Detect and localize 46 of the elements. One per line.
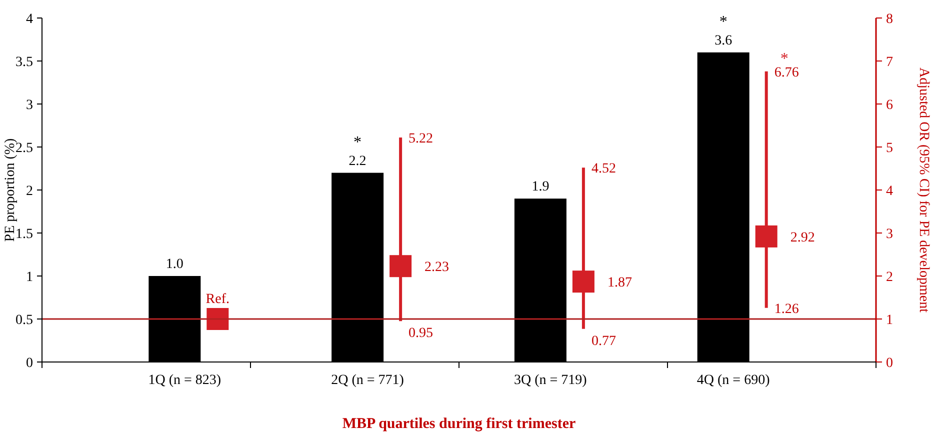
y-tick-label: 0: [26, 356, 33, 371]
annotation: 4.52: [591, 162, 616, 177]
y2-tick-label: 7: [886, 55, 893, 70]
data-label: 1.0: [166, 257, 184, 272]
y-tick-label: 3: [26, 98, 33, 113]
point: [390, 255, 412, 278]
point: [206, 308, 229, 330]
data-label: 2.23: [424, 260, 450, 276]
x-axis-title: MBP quartiles during first trimester: [342, 416, 576, 432]
x-tick-label: 1Q (n = 823): [148, 373, 222, 388]
annotation: 0.77: [591, 334, 616, 349]
annotation: *: [354, 134, 362, 151]
x-tick-label: 4Q (n = 690): [696, 373, 770, 388]
y-tick-label: 1: [26, 270, 33, 285]
y-tick-label: 3.5: [16, 55, 33, 70]
y2-tick-label: 3: [886, 227, 893, 242]
annotation: 1.26: [774, 302, 799, 317]
y2-tick-label: 1: [886, 313, 893, 328]
data-label: Ref.: [206, 292, 230, 307]
y2-tick-label: 8: [886, 12, 893, 27]
annotation: 0.95: [408, 326, 434, 342]
data-label: 1.9: [532, 180, 550, 195]
data-label: 3.6: [714, 33, 732, 48]
y-tick-label: 2: [26, 184, 33, 199]
y-axis-title: PE proportion (%): [3, 138, 18, 242]
x-tick-label: 2Q (n = 771): [331, 373, 404, 388]
x-tick-label: 3Q (n = 719): [514, 373, 588, 388]
point: [755, 225, 778, 248]
y2-tick-label: 0: [886, 356, 893, 371]
y-tick-label: 1.5: [16, 227, 33, 242]
annotation: 6.76: [774, 65, 799, 80]
y-tick-label: 2.5: [16, 141, 33, 156]
data-label: 1.87: [607, 276, 632, 291]
y-tick-label: 4: [26, 12, 33, 27]
y2-tick-label: 4: [886, 184, 893, 199]
point: [572, 270, 594, 293]
y2-axis-title: Adjusted OR (95% CI) for PE development: [916, 68, 931, 313]
data-label: 2.92: [790, 230, 815, 246]
annotation: *: [780, 50, 788, 68]
y-tick-label: 0.5: [16, 313, 33, 328]
y2-tick-label: 2: [886, 270, 893, 285]
annotation: 5.22: [408, 132, 434, 147]
y2-tick-label: 6: [886, 98, 893, 113]
data-label: 2.2: [348, 154, 366, 169]
y2-tick-label: 5: [886, 141, 893, 156]
annotation: *: [719, 13, 728, 30]
